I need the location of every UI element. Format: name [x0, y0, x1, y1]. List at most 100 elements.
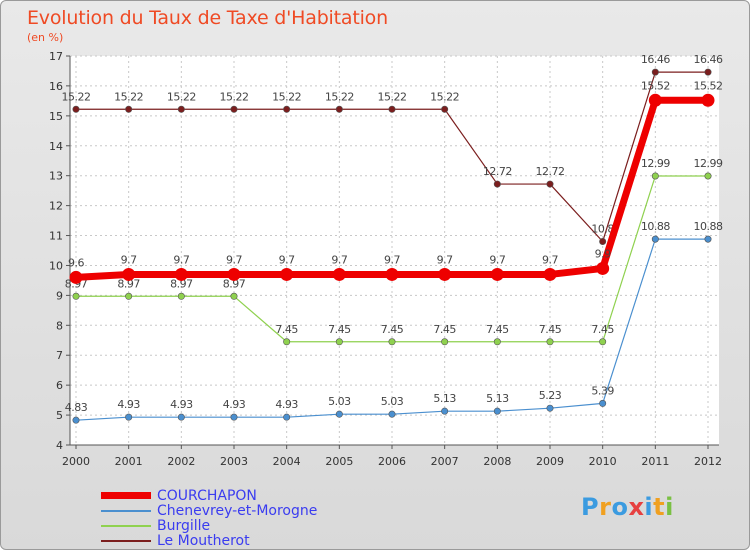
data-label-burgille: 12.99 [694, 157, 723, 170]
data-label-le-moutherot: 15.22 [62, 90, 91, 103]
data-point-burgille [388, 338, 396, 346]
data-point-courchapon [174, 267, 188, 281]
data-point-courchapon [385, 267, 399, 281]
data-point-burgille [177, 292, 185, 300]
data-point-courchapon [701, 93, 715, 107]
data-point-le-moutherot [599, 238, 607, 246]
data-point-chenevrey-et-morogne [651, 235, 659, 243]
data-point-burgille [230, 292, 238, 300]
data-point-chenevrey-et-morogne [72, 416, 80, 424]
data-label-burgille: 7.45 [275, 323, 298, 336]
data-label-burgille: 7.45 [381, 323, 404, 336]
legend-label: COURCHAPON [157, 487, 257, 504]
y-tick-label: 7 [56, 349, 63, 362]
x-tick-label: 2005 [325, 455, 353, 468]
data-point-burgille [125, 292, 133, 300]
data-label-courchapon: 9.6 [68, 256, 84, 269]
data-label-courchapon: 9.7 [173, 253, 189, 266]
data-point-chenevrey-et-morogne [599, 399, 607, 407]
data-point-courchapon [490, 267, 504, 281]
legend-label: Burgille [157, 517, 211, 534]
y-tick-label: 17 [49, 50, 63, 63]
data-label-courchapon: 9.7 [542, 253, 558, 266]
logo-letter: x [628, 493, 645, 521]
data-point-chenevrey-et-morogne [388, 410, 396, 418]
data-point-le-moutherot [72, 105, 80, 113]
data-point-courchapon [227, 267, 241, 281]
legend-item: Le Moutherot [101, 532, 317, 549]
data-point-burgille [335, 338, 343, 346]
data-label-chenevrey-et-morogne: 4.93 [223, 398, 246, 411]
logo-letter: r [599, 493, 612, 521]
data-label-burgille: 7.45 [539, 323, 562, 336]
x-tick-label: 2002 [167, 455, 195, 468]
data-label-burgille: 7.45 [433, 323, 456, 336]
data-point-le-moutherot [546, 180, 554, 188]
data-label-le-moutherot: 15.22 [430, 90, 459, 103]
data-point-courchapon [332, 267, 346, 281]
legend-item: COURCHAPON [101, 487, 317, 504]
data-point-le-moutherot [704, 68, 712, 76]
logo-letter: o [611, 493, 629, 521]
data-label-chenevrey-et-morogne: 10.88 [641, 220, 670, 233]
logo-letter: i [665, 493, 674, 521]
data-point-le-moutherot [125, 105, 133, 113]
legend-swatch [101, 509, 151, 512]
y-tick-label: 16 [49, 80, 63, 93]
data-label-chenevrey-et-morogne: 5.39 [591, 384, 614, 397]
data-point-courchapon [280, 267, 294, 281]
data-label-burgille: 7.45 [486, 323, 509, 336]
data-point-courchapon [596, 261, 610, 275]
y-tick-label: 5 [56, 409, 63, 422]
data-label-chenevrey-et-morogne: 5.13 [486, 392, 509, 405]
data-label-courchapon: 9.7 [279, 253, 295, 266]
chart-title: Evolution du Taux de Taxe d'Habitation [27, 7, 388, 29]
y-tick-label: 13 [49, 170, 63, 183]
x-tick-label: 2007 [431, 455, 459, 468]
data-label-le-moutherot: 15.22 [220, 90, 249, 103]
data-label-le-moutherot: 12.72 [483, 165, 512, 178]
data-point-chenevrey-et-morogne [546, 404, 554, 412]
y-tick-label: 8 [56, 319, 63, 332]
data-label-courchapon: 9.7 [437, 253, 453, 266]
data-label-chenevrey-et-morogne: 5.23 [539, 389, 562, 402]
data-label-courchapon: 9.7 [489, 253, 505, 266]
logo-letter: i [644, 493, 654, 521]
data-point-le-moutherot [335, 105, 343, 113]
x-tick-label: 2011 [641, 455, 669, 468]
data-point-le-moutherot [651, 68, 659, 76]
legend-label: Le Moutherot [157, 532, 250, 549]
data-label-chenevrey-et-morogne: 5.03 [328, 395, 351, 408]
data-label-chenevrey-et-morogne: 4.83 [65, 401, 88, 414]
chart-subtitle: (en %) [27, 31, 64, 44]
data-point-le-moutherot [388, 105, 396, 113]
data-point-chenevrey-et-morogne [125, 413, 133, 421]
data-label-chenevrey-et-morogne: 4.93 [170, 398, 193, 411]
logo-letter: P [581, 493, 600, 521]
legend-item: Burgille [101, 517, 317, 534]
data-point-le-moutherot [441, 105, 449, 113]
y-tick-label: 10 [49, 259, 63, 272]
y-tick-label: 9 [56, 289, 63, 302]
data-point-burgille [72, 292, 80, 300]
data-label-le-moutherot: 10.8 [591, 223, 614, 236]
data-label-courchapon: 9.7 [121, 253, 137, 266]
data-point-burgille [651, 172, 659, 180]
data-point-burgille [493, 338, 501, 346]
data-point-courchapon [438, 267, 452, 281]
data-label-courchapon: 15.52 [694, 79, 723, 92]
data-point-burgille [546, 338, 554, 346]
data-point-le-moutherot [230, 105, 238, 113]
x-tick-label: 2006 [378, 455, 406, 468]
data-point-le-moutherot [493, 180, 501, 188]
data-point-burgille [704, 172, 712, 180]
data-label-courchapon: 9.7 [226, 253, 242, 266]
legend-swatch [101, 539, 151, 542]
plot-area [70, 56, 719, 445]
data-point-chenevrey-et-morogne [230, 413, 238, 421]
data-point-burgille [599, 338, 607, 346]
data-label-burgille: 12.99 [641, 157, 670, 170]
y-tick-label: 15 [49, 110, 63, 123]
